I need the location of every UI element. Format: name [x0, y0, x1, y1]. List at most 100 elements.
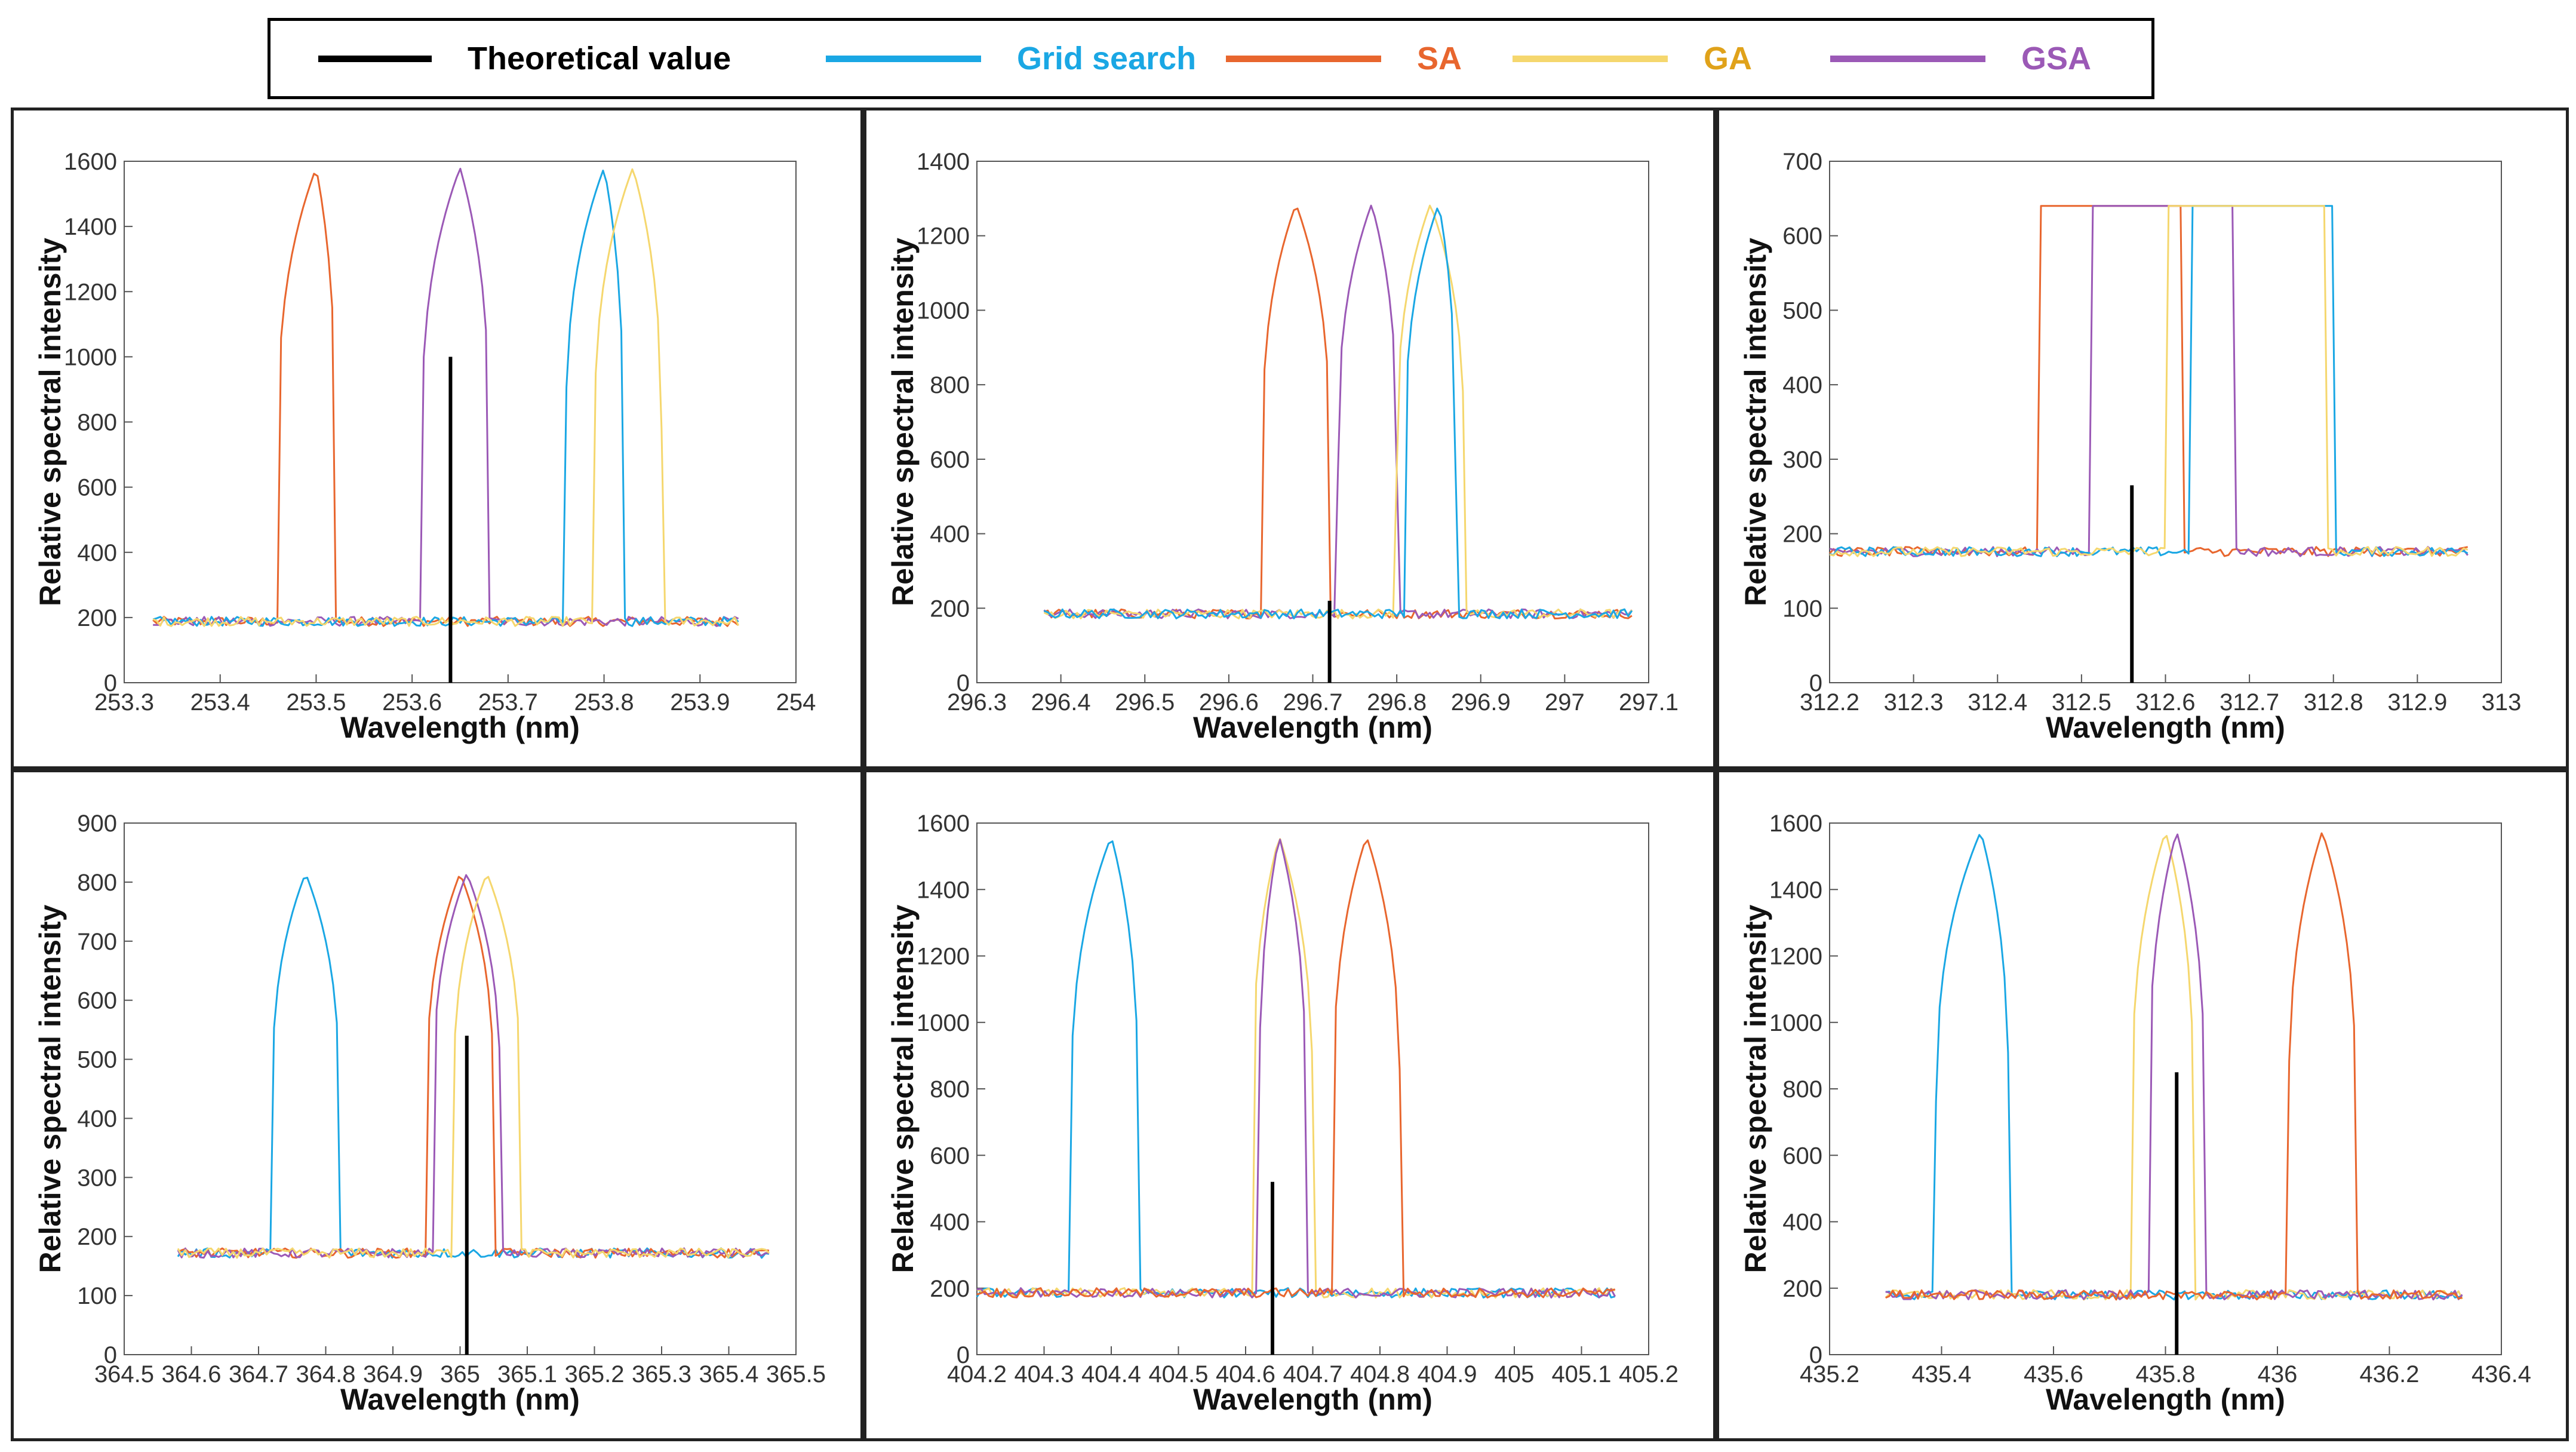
x-axis-title: Wavelength (nm) — [1193, 1383, 1433, 1416]
y-tick-label: 900 — [77, 811, 117, 837]
y-tick-label: 0 — [104, 670, 117, 696]
series-line-gsa — [1885, 833, 2463, 1301]
y-tick-label: 1000 — [917, 1010, 970, 1036]
x-tick-label: 364.7 — [229, 1361, 288, 1387]
x-axis-title: Wavelength (nm) — [2046, 711, 2285, 744]
y-tick-label: 400 — [1782, 372, 1822, 398]
x-tick-label: 254 — [776, 689, 816, 716]
legend-label-ga: GA — [1704, 41, 1752, 76]
x-tick-label: 405 — [1495, 1361, 1535, 1387]
legend: Theoretical value Grid search SA GA GSA — [268, 18, 2154, 99]
y-tick-label: 500 — [77, 1047, 117, 1073]
x-tick-label: 404.9 — [1417, 1361, 1477, 1387]
y-tick-label: 1200 — [917, 223, 970, 250]
x-tick-label: 365.4 — [699, 1361, 758, 1387]
series-line-ga — [177, 876, 770, 1259]
y-tick-label: 1400 — [917, 149, 970, 175]
y-tick-label: 1200 — [917, 944, 970, 970]
x-tick-label: 436.2 — [2359, 1361, 2419, 1387]
x-tick-label: 404.2 — [947, 1361, 1007, 1387]
series-line-ga — [1043, 204, 1633, 619]
x-tick-label: 312.3 — [1884, 689, 1944, 716]
legend-swatch-ga — [1513, 55, 1668, 62]
x-tick-label: 435.4 — [1911, 1361, 1971, 1387]
y-tick-label: 500 — [1782, 297, 1822, 324]
chart-svg-2: 0 200 400 600 800 1000 1200 1400 296.3 296.4 296.5… — [886, 149, 1679, 744]
y-tick-label: 1000 — [1769, 1010, 1822, 1036]
x-axis-title: Wavelength (nm) — [340, 1383, 580, 1416]
x-tick-label: 253.5 — [286, 689, 346, 716]
series-line-gsa — [153, 167, 739, 627]
y-tick-label: 800 — [77, 870, 117, 896]
x-tick-label: 253.7 — [478, 689, 538, 716]
x-tick-label: 296.8 — [1367, 689, 1427, 716]
series-line-ga — [1829, 205, 2469, 557]
legend-item-gsa: GSA — [1830, 21, 2091, 96]
y-tick-label: 0 — [957, 670, 970, 696]
plot-area — [124, 822, 797, 1355]
x-tick-label: 253.3 — [94, 689, 154, 716]
x-tick-label: 435.2 — [1800, 1361, 1859, 1387]
x-axis-title: Wavelength (nm) — [340, 711, 580, 744]
chart-svg-4: 0 100 200 300 400 500 600 700 800 900 364.5 364.6 36… — [33, 811, 826, 1416]
x-tick-label: 404.6 — [1216, 1361, 1275, 1387]
legend-swatch-theoretical — [318, 55, 432, 62]
plot-area — [124, 161, 797, 683]
y-tick-label: 1200 — [1769, 944, 1822, 970]
series-line-ga — [152, 168, 739, 627]
legend-item-theoretical: Theoretical value — [318, 21, 731, 96]
legend-item-ga: GA — [1513, 21, 1752, 96]
y-axis-title: Relative spectral intensity — [1739, 238, 1772, 606]
x-tick-label: 405.2 — [1619, 1361, 1679, 1387]
x-tick-label: 296.4 — [1031, 689, 1091, 716]
series-line-sa — [177, 876, 770, 1259]
y-tick-label: 400 — [930, 1210, 970, 1236]
x-tick-label: 297 — [1545, 689, 1585, 716]
x-tick-label: 365.1 — [497, 1361, 557, 1387]
legend-label-theoretical: Theoretical value — [468, 41, 731, 76]
x-tick-label: 296.5 — [1115, 689, 1175, 716]
y-axis-title: Relative spectral intensity — [33, 904, 67, 1273]
legend-swatch-gsa — [1830, 55, 1985, 62]
y-tick-label: 200 — [1782, 521, 1822, 548]
x-tick-label: 253.9 — [670, 689, 730, 716]
plot-area — [1829, 822, 2502, 1355]
x-tick-label: 364.9 — [363, 1361, 423, 1387]
x-tick-label: 404.5 — [1148, 1361, 1208, 1387]
y-axis-title: Relative spectral intensity — [1739, 904, 1772, 1273]
series-line-ga — [1885, 835, 2463, 1301]
series-line-gsa — [177, 874, 770, 1259]
chart-svg-6: 0 200 400 600 800 1000 1200 1400 1600 435.2 435.4 4… — [1739, 811, 2531, 1416]
y-tick-label: 600 — [930, 1143, 970, 1169]
x-tick-label: 365.3 — [632, 1361, 691, 1387]
x-tick-label: 312.5 — [2052, 689, 2111, 716]
y-tick-label: 800 — [1782, 1076, 1822, 1103]
y-tick-label: 1000 — [917, 297, 970, 324]
y-tick-label: 0 — [104, 1342, 117, 1368]
y-tick-label: 1600 — [917, 811, 970, 837]
x-tick-label: 404.4 — [1081, 1361, 1141, 1387]
x-tick-label: 365.2 — [564, 1361, 624, 1387]
y-tick-label: 0 — [1809, 670, 1822, 696]
series-line-grid-search — [152, 170, 739, 627]
x-tick-label: 435.8 — [2135, 1361, 2195, 1387]
series-line-grid-search — [976, 840, 1616, 1298]
x-tick-label: 365 — [440, 1361, 480, 1387]
x-tick-label: 404.7 — [1283, 1361, 1342, 1387]
series-line-sa — [1828, 205, 2469, 557]
x-tick-label: 312.2 — [1800, 689, 1859, 716]
chart-panel-6: 0 200 400 600 800 1000 1200 1400 1600 435.2 435.4 4… — [1716, 769, 2569, 1441]
x-tick-label: 404.3 — [1014, 1361, 1074, 1387]
legend-label-grid-search: Grid search — [1017, 41, 1197, 76]
series-line-sa — [1043, 207, 1633, 619]
series-line-grid-search — [1885, 834, 2463, 1301]
y-tick-label: 200 — [930, 595, 970, 622]
chart-panel-4: 0 100 200 300 400 500 600 700 800 900 364.5 364.6 36… — [11, 769, 863, 1441]
series-line-gsa — [1829, 205, 2469, 557]
y-tick-label: 400 — [1782, 1210, 1822, 1236]
y-tick-label: 100 — [77, 1283, 117, 1309]
y-tick-label: 600 — [1782, 1143, 1822, 1169]
y-tick-label: 800 — [77, 410, 117, 436]
y-tick-label: 1600 — [1769, 811, 1822, 837]
